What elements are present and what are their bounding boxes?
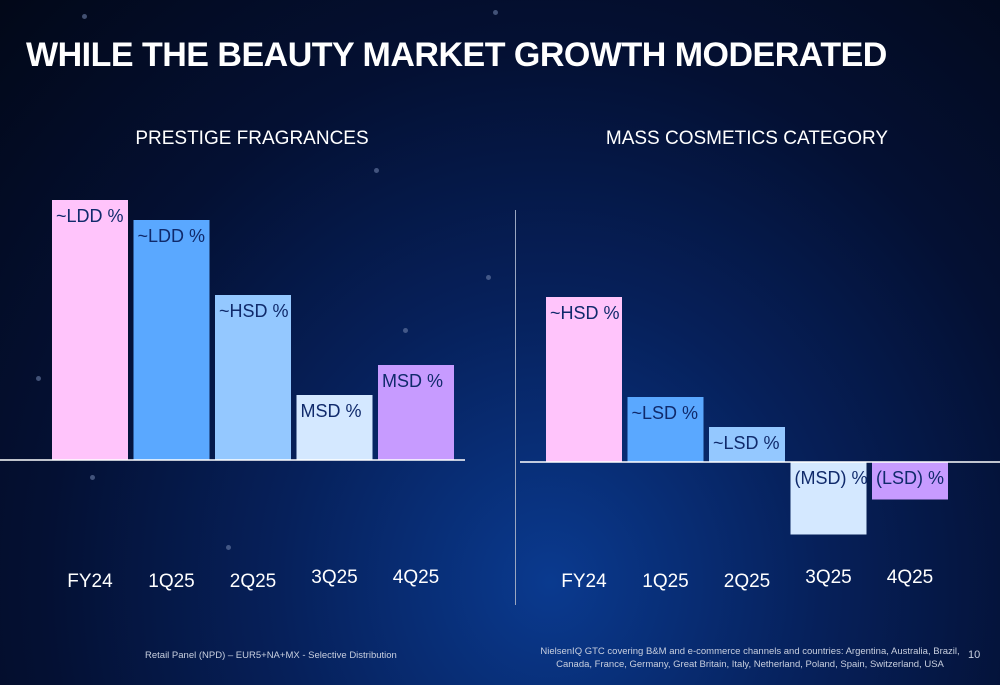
x-tick-label: 1Q25 (642, 571, 688, 592)
decorative-dot (36, 376, 41, 381)
x-tick-label: 2Q25 (230, 571, 276, 592)
bar-data-label: ~HSD % (550, 303, 620, 323)
x-tick-label: 3Q25 (805, 567, 851, 588)
decorative-dot (226, 545, 231, 550)
x-tick-label: FY24 (67, 571, 113, 592)
bar-data-label: ~HSD % (219, 301, 289, 321)
bar-data-label: ~LDD % (56, 206, 124, 226)
x-tick-label: 1Q25 (148, 571, 194, 592)
bar-data-label: ~LSD % (713, 433, 780, 453)
prestige-chart-title: PRESTIGE FRAGRANCES (135, 128, 369, 149)
bar-data-label: ~LDD % (138, 226, 206, 246)
x-tick-label: 4Q25 (887, 567, 933, 588)
source-note-left: Retail Panel (NPD) – EUR5+NA+MX - Select… (145, 650, 397, 661)
bar-4q25 (378, 365, 454, 460)
bar-data-label: MSD % (382, 371, 443, 391)
page-number: 10 (968, 649, 981, 661)
bar-data-label: MSD % (301, 401, 362, 421)
decorative-dot (82, 14, 87, 19)
x-tick-label: FY24 (561, 571, 607, 592)
decorative-dot (403, 328, 408, 333)
page-title: WHILE THE BEAUTY MARKET GROWTH MODERATED (26, 36, 887, 74)
x-tick-label: 3Q25 (311, 567, 357, 588)
chart-divider (515, 210, 516, 605)
bar-4q25 (872, 462, 948, 500)
bar-data-label: (LSD) % (876, 468, 944, 488)
bar-1q25 (627, 397, 704, 462)
decorative-dot (493, 10, 498, 15)
bar-3q25 (296, 395, 373, 460)
x-tick-label: 2Q25 (724, 571, 770, 592)
decorative-dot (90, 475, 95, 480)
bar-1q25 (133, 220, 210, 460)
bar-3q25 (790, 462, 867, 535)
bar-data-label: ~LSD % (632, 403, 699, 423)
bar-fy24 (52, 200, 128, 460)
bar-data-label: (MSD) % (795, 468, 868, 488)
decorative-dot (374, 168, 379, 173)
bar-2q25 (709, 427, 785, 462)
decorative-dot (486, 275, 491, 280)
bar-fy24 (546, 297, 622, 462)
bar-2q25 (215, 295, 291, 460)
mass-chart-title: MASS COSMETICS CATEGORY (605, 128, 889, 149)
source-note-right: NielsenIQ GTC covering B&M and e-commerc… (540, 646, 960, 670)
x-tick-label: 4Q25 (393, 567, 439, 588)
